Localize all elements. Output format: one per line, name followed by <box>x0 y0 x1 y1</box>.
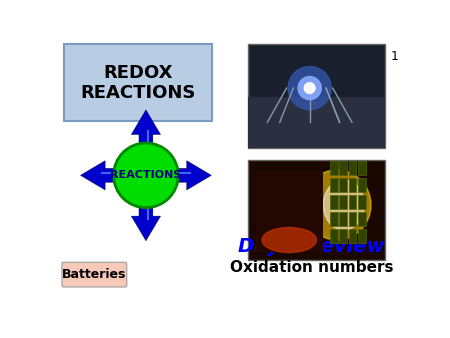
Bar <box>339 178 347 192</box>
Ellipse shape <box>323 180 364 230</box>
Bar <box>349 178 356 192</box>
Bar <box>330 178 338 192</box>
Ellipse shape <box>303 170 371 240</box>
Polygon shape <box>256 171 323 252</box>
Bar <box>358 229 365 243</box>
Bar <box>330 162 338 175</box>
FancyBboxPatch shape <box>63 44 212 121</box>
Circle shape <box>113 143 178 208</box>
FancyArrow shape <box>131 175 161 241</box>
Bar <box>358 162 365 175</box>
Bar <box>358 178 365 192</box>
Text: REACTIONS: REACTIONS <box>110 170 181 180</box>
Bar <box>349 212 356 226</box>
FancyBboxPatch shape <box>62 262 127 287</box>
Bar <box>349 229 356 243</box>
Bar <box>339 212 347 226</box>
Bar <box>339 162 347 175</box>
FancyArrow shape <box>81 161 146 190</box>
Bar <box>248 160 385 260</box>
Bar <box>339 229 347 243</box>
Text: 1: 1 <box>391 50 399 63</box>
Text: Oxidation numbers: Oxidation numbers <box>230 260 393 275</box>
FancyArrow shape <box>146 161 212 190</box>
Bar <box>248 44 385 148</box>
Circle shape <box>298 76 321 100</box>
Ellipse shape <box>262 227 316 252</box>
Bar <box>339 195 347 209</box>
Bar <box>358 212 365 226</box>
Bar <box>349 162 356 175</box>
Bar <box>330 212 338 226</box>
Text: Day 1 Review: Day 1 Review <box>238 237 385 257</box>
Bar <box>330 195 338 209</box>
Bar <box>358 195 365 209</box>
Bar <box>349 195 356 209</box>
FancyArrow shape <box>131 110 161 175</box>
Circle shape <box>304 83 315 94</box>
Circle shape <box>288 67 331 110</box>
Text: Batteries: Batteries <box>62 268 126 281</box>
Bar <box>330 229 338 243</box>
Text: REDOX
REACTIONS: REDOX REACTIONS <box>80 64 196 102</box>
Bar <box>248 97 385 148</box>
